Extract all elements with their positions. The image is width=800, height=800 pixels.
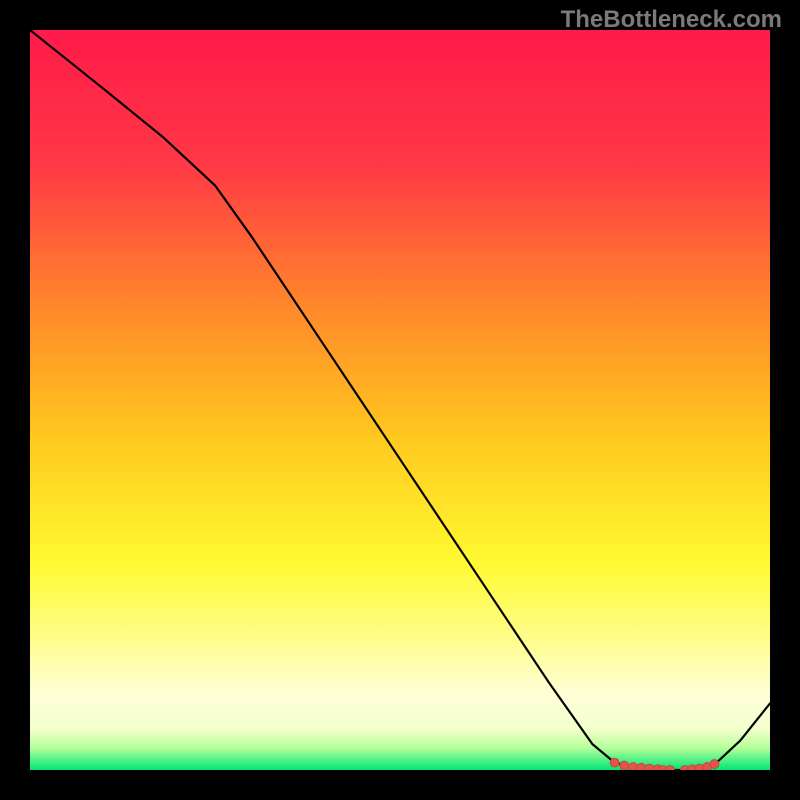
gradient-background [30, 30, 770, 770]
marker-point [620, 761, 629, 770]
marker-point [629, 763, 638, 770]
marker-point [637, 763, 646, 770]
marker-point [710, 760, 719, 769]
watermark-text: TheBottleneck.com [561, 6, 782, 34]
chart-container: TheBottleneck.com [0, 0, 800, 800]
marker-point [645, 764, 654, 770]
marker-point [610, 758, 619, 767]
plot-area [30, 30, 770, 770]
gradient-plot [30, 30, 770, 770]
